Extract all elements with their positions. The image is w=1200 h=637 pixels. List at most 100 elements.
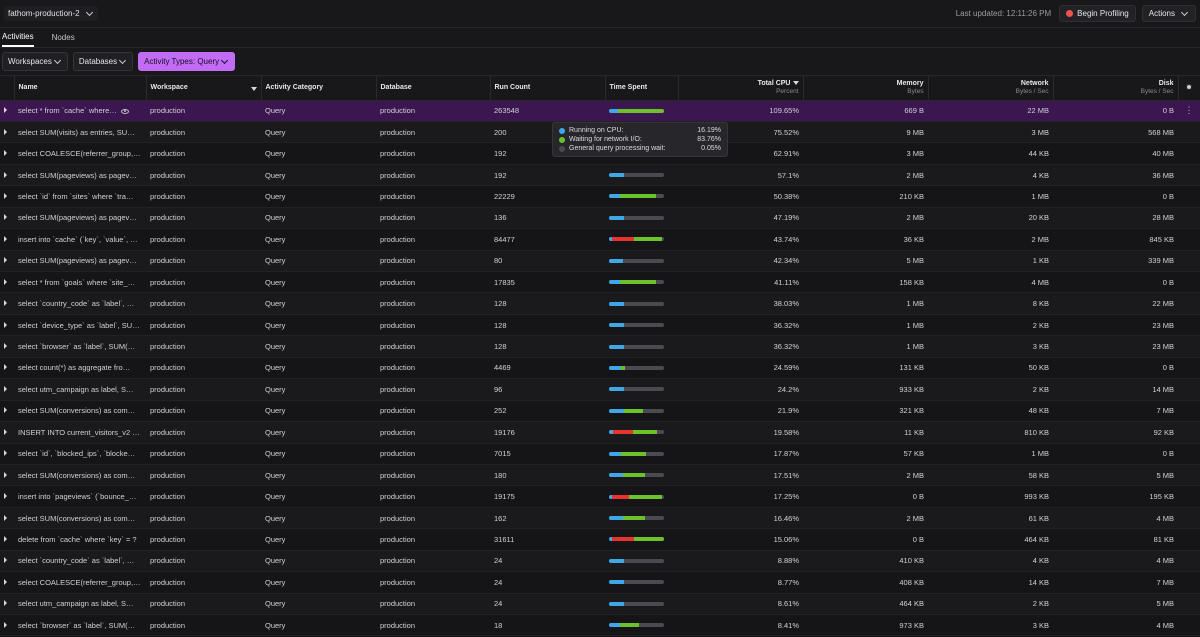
- time-spent-cell[interactable]: [605, 507, 678, 530]
- row-menu[interactable]: [1178, 614, 1200, 637]
- time-spent-bar[interactable]: [609, 387, 664, 392]
- time-spent-cell[interactable]: [605, 571, 678, 594]
- expand-toggle[interactable]: [0, 443, 14, 465]
- expand-toggle[interactable]: [0, 400, 14, 423]
- table-row[interactable]: select `country_code` as `label`, … produ…: [0, 550, 1200, 573]
- table-row[interactable]: select count(*) as aggregate fro… product…: [0, 357, 1200, 380]
- time-spent-cell[interactable]: [605, 421, 678, 444]
- expand-toggle[interactable]: [0, 507, 14, 530]
- row-menu[interactable]: [1178, 142, 1200, 165]
- query-name[interactable]: select `id`, `blocked_ips`, `blocke…: [14, 443, 146, 465]
- time-spent-cell[interactable]: [605, 593, 678, 616]
- table-row[interactable]: select utm_campaign as label, S… producti…: [0, 378, 1200, 401]
- query-name[interactable]: select SUM(conversions) as com…: [14, 507, 146, 530]
- query-name[interactable]: select * from `cache` where…: [14, 100, 146, 122]
- time-spent-bar[interactable]: [609, 558, 664, 563]
- col-total-cpu[interactable]: Total CPU Percent: [678, 76, 804, 101]
- query-name[interactable]: INSERT INTO current_visitors_v2 …: [14, 421, 146, 444]
- time-spent-cell[interactable]: [605, 207, 678, 230]
- caret-right-icon[interactable]: [4, 493, 7, 500]
- time-spent-bar[interactable]: [609, 601, 664, 606]
- table-row[interactable]: select `country_code` as `label`, … produ…: [0, 292, 1200, 315]
- expand-toggle[interactable]: [0, 593, 14, 616]
- time-spent-cell[interactable]: [605, 485, 678, 508]
- time-spent-cell[interactable]: [605, 271, 678, 294]
- col-run-count[interactable]: Run Count: [490, 76, 606, 101]
- caret-right-icon[interactable]: [4, 578, 7, 585]
- table-row[interactable]: select `id`, `blocked_ips`, `blocke… prod…: [0, 443, 1200, 465]
- col-name[interactable]: Name: [14, 76, 147, 101]
- row-menu[interactable]: [1178, 228, 1200, 251]
- expand-toggle[interactable]: [0, 421, 14, 444]
- row-menu[interactable]: [1178, 593, 1200, 616]
- col-settings[interactable]: [1178, 76, 1200, 101]
- caret-right-icon[interactable]: [4, 557, 7, 564]
- time-spent-bar[interactable]: [609, 537, 664, 542]
- time-spent-bar[interactable]: [609, 280, 664, 285]
- query-name[interactable]: select SUM(pageviews) as pagev…: [14, 164, 146, 187]
- caret-right-icon[interactable]: [4, 128, 7, 135]
- time-spent-cell[interactable]: [605, 164, 678, 187]
- time-spent-bar[interactable]: [609, 580, 664, 585]
- expand-toggle[interactable]: [0, 378, 14, 401]
- caret-right-icon[interactable]: [4, 471, 7, 478]
- query-name[interactable]: select SUM(conversions) as com…: [14, 464, 146, 487]
- time-spent-cell[interactable]: [605, 185, 678, 208]
- query-name[interactable]: select `browser` as `label`, SUM(…: [14, 335, 146, 358]
- expand-toggle[interactable]: [0, 314, 14, 337]
- caret-right-icon[interactable]: [4, 321, 7, 328]
- col-category[interactable]: Activity Category: [261, 76, 377, 101]
- time-spent-bar[interactable]: [609, 494, 664, 499]
- query-name[interactable]: select utm_campaign as label, S…: [14, 378, 146, 401]
- table-row[interactable]: select SUM(pageviews) as pagev… productio…: [0, 207, 1200, 230]
- gear-icon[interactable]: [1186, 83, 1193, 90]
- table-row[interactable]: select `device_type` as `label`, SU… prod…: [0, 314, 1200, 337]
- time-spent-bar[interactable]: [609, 430, 664, 435]
- query-name[interactable]: select SUM(pageviews) as pagev…: [14, 207, 146, 230]
- caret-right-icon[interactable]: [4, 621, 7, 628]
- caret-right-icon[interactable]: [4, 235, 7, 242]
- caret-right-icon[interactable]: [4, 257, 7, 264]
- col-disk[interactable]: Disk Bytes / Sec: [1053, 76, 1179, 101]
- expand-toggle[interactable]: [0, 335, 14, 358]
- time-spent-bar[interactable]: [609, 108, 664, 113]
- caret-right-icon[interactable]: [4, 171, 7, 178]
- expand-toggle[interactable]: [0, 271, 14, 294]
- time-spent-bar[interactable]: [609, 408, 664, 413]
- caret-right-icon[interactable]: [4, 385, 7, 392]
- row-menu[interactable]: [1178, 164, 1200, 187]
- table-row[interactable]: insert into `pageviews` (`bounce_… produc…: [0, 485, 1200, 508]
- eye-icon[interactable]: [120, 108, 129, 114]
- caret-right-icon[interactable]: [4, 343, 7, 350]
- time-spent-cell[interactable]: [605, 335, 678, 358]
- expand-toggle[interactable]: [0, 550, 14, 573]
- col-workspace[interactable]: Workspace: [146, 76, 262, 101]
- query-name[interactable]: select count(*) as aggregate fro…: [14, 357, 146, 380]
- time-spent-bar[interactable]: [609, 301, 664, 306]
- time-spent-bar[interactable]: [609, 623, 664, 628]
- query-name[interactable]: select `browser` as `label`, SUM(…: [14, 614, 146, 637]
- begin-profiling-button[interactable]: Begin Profiling: [1059, 5, 1136, 22]
- caret-right-icon[interactable]: [4, 107, 7, 114]
- time-spent-bar[interactable]: [609, 344, 664, 349]
- time-spent-cell[interactable]: [605, 292, 678, 315]
- time-spent-cell[interactable]: [605, 443, 678, 465]
- query-name[interactable]: select * from `goals` where `site_…: [14, 271, 146, 294]
- workspaces-filter[interactable]: Workspaces: [2, 52, 68, 71]
- caret-right-icon[interactable]: [4, 150, 7, 157]
- activity-types-filter[interactable]: Activity Types: Query: [138, 52, 236, 71]
- time-spent-cell[interactable]: [605, 250, 678, 273]
- tab-activities[interactable]: Activities: [2, 32, 34, 47]
- row-menu[interactable]: [1178, 378, 1200, 401]
- query-name[interactable]: select utm_campaign as label, S…: [14, 593, 146, 616]
- query-name[interactable]: select `country_code` as `label`, …: [14, 292, 146, 315]
- row-menu[interactable]: [1178, 292, 1200, 315]
- time-spent-cell[interactable]: [605, 550, 678, 573]
- time-spent-cell[interactable]: [605, 528, 678, 551]
- time-spent-bar[interactable]: [609, 258, 664, 263]
- table-row[interactable]: insert into `cache` (`key`, `value`, … pr…: [0, 228, 1200, 251]
- col-time-spent[interactable]: Time Spent: [605, 76, 679, 101]
- tab-nodes[interactable]: Nodes: [51, 33, 75, 42]
- caret-right-icon[interactable]: [4, 214, 7, 221]
- query-name[interactable]: insert into `cache` (`key`, `value`, …: [14, 228, 146, 251]
